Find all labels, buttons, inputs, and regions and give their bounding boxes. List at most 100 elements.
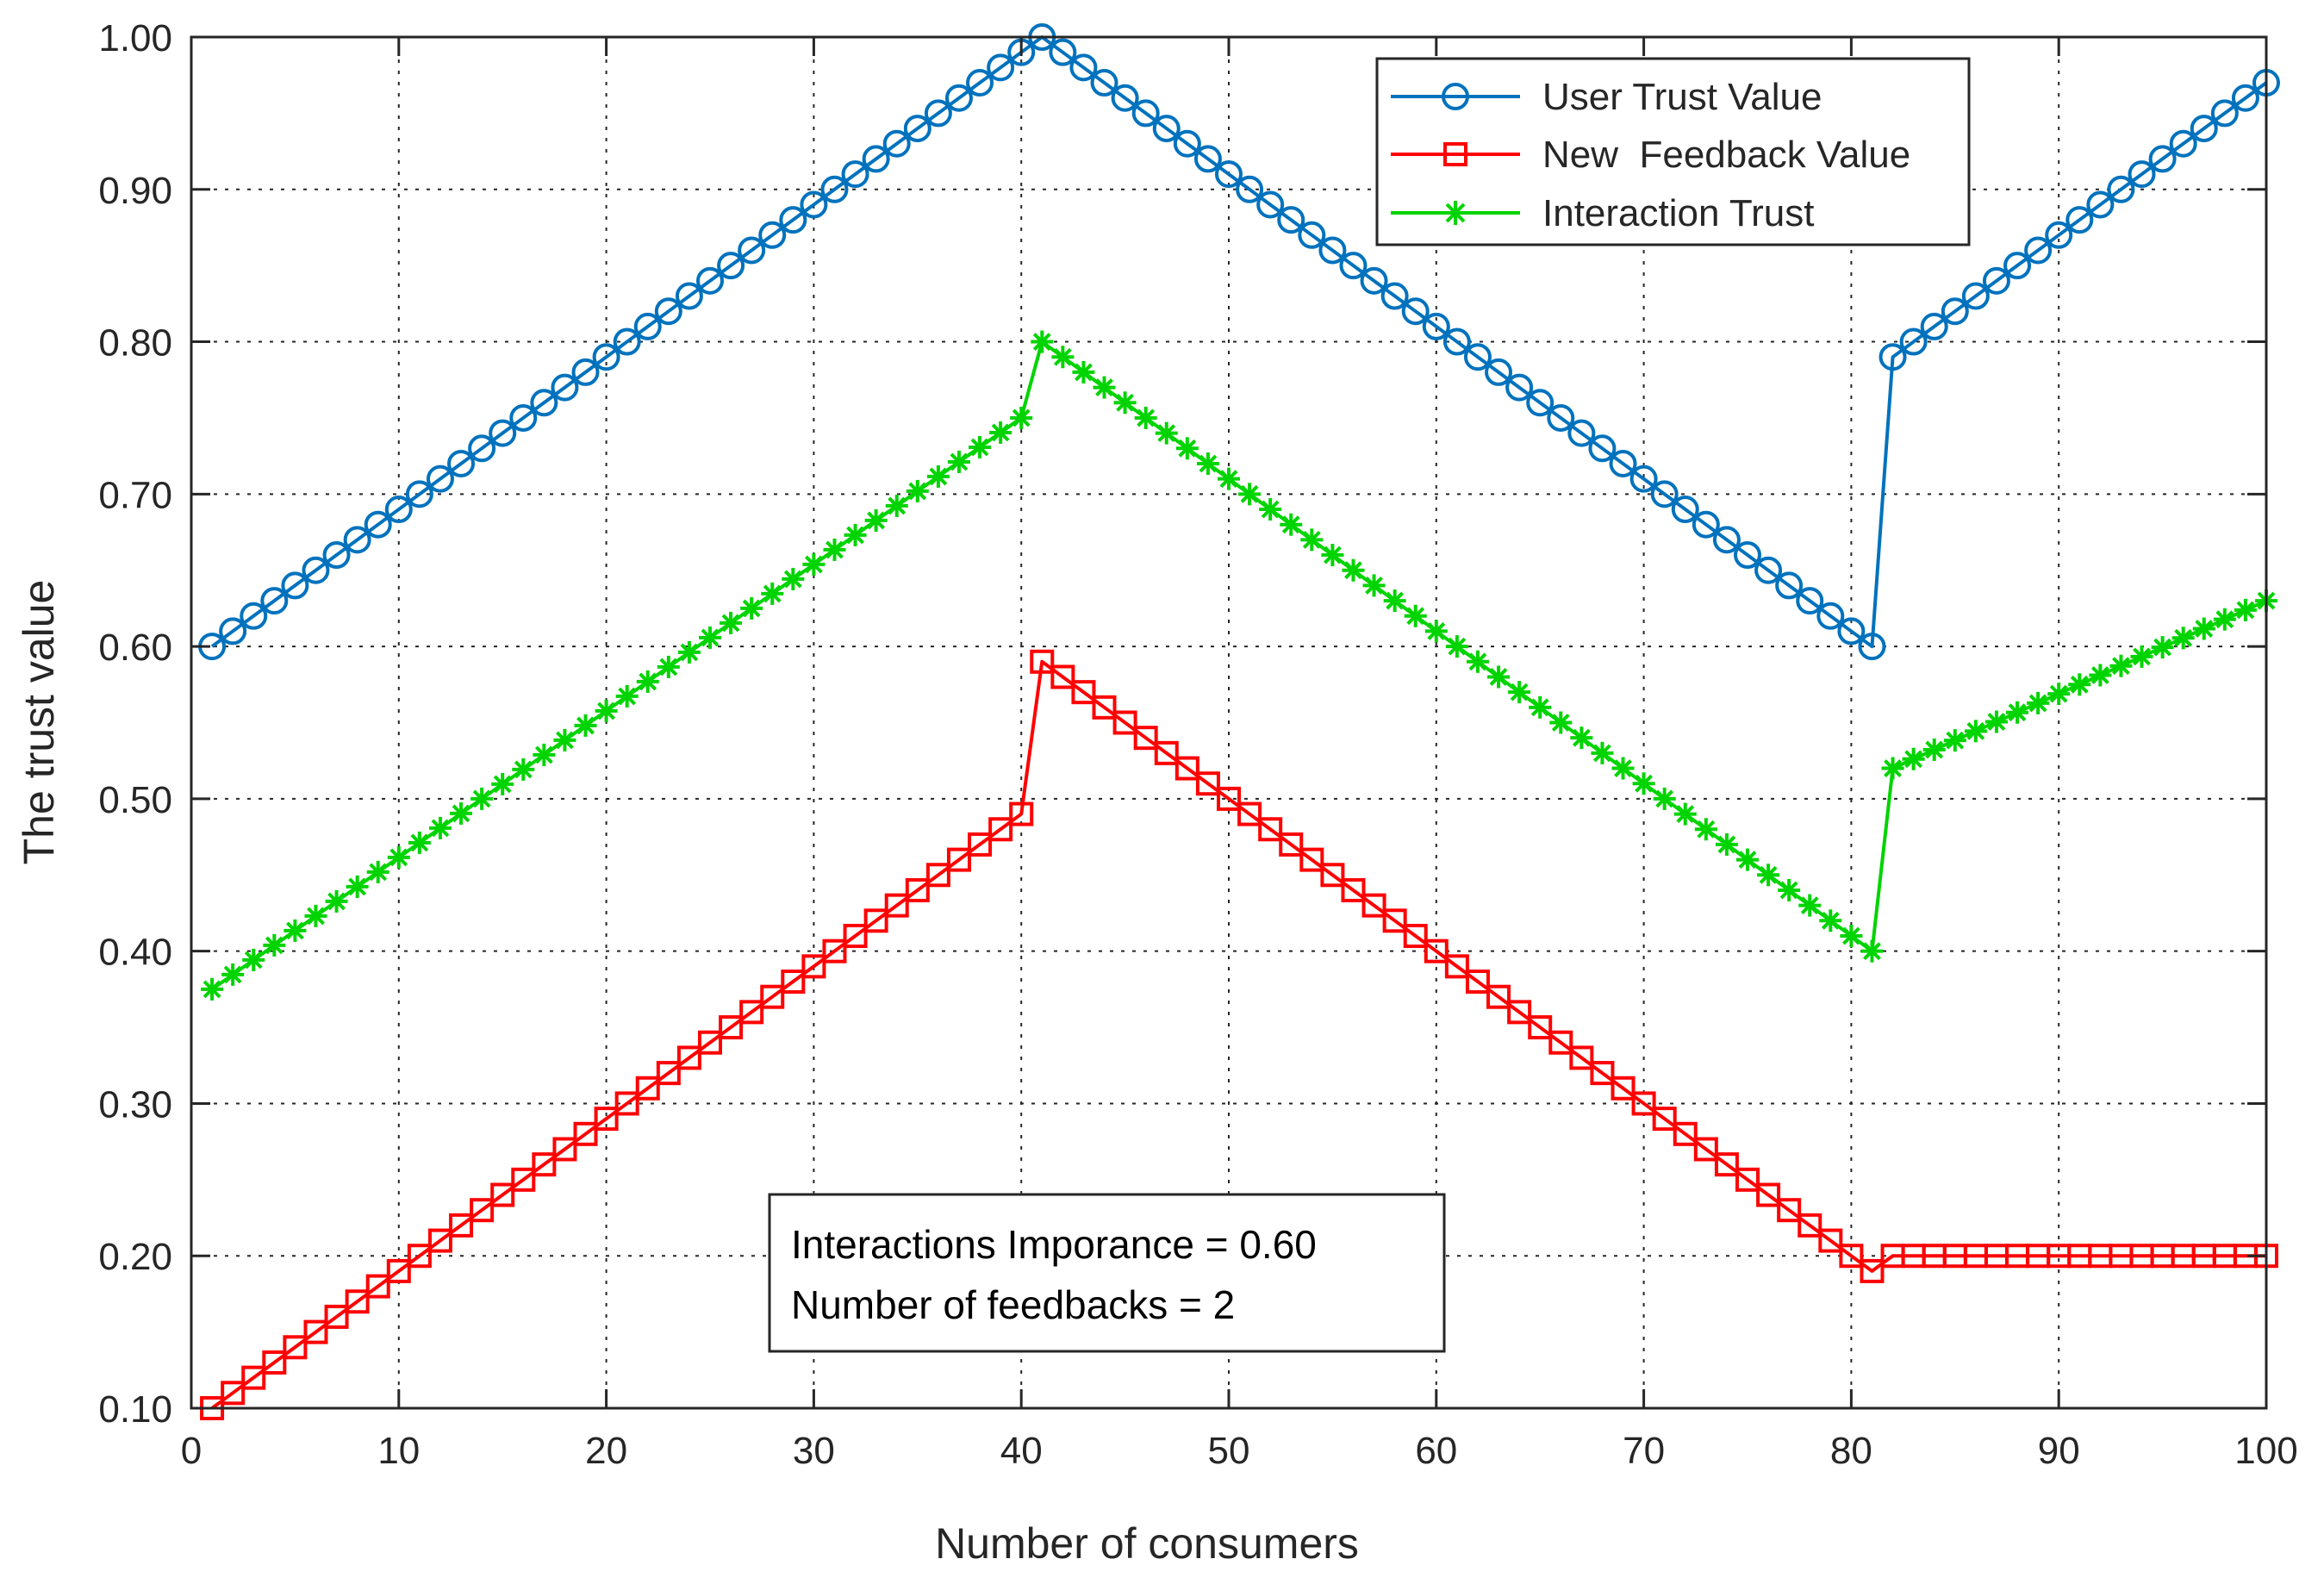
data-point xyxy=(864,508,888,532)
asterisk-stroke xyxy=(2070,675,2089,694)
data-point xyxy=(595,699,618,722)
data-point xyxy=(1714,1152,1739,1177)
data-point xyxy=(1173,129,1201,158)
data-point xyxy=(1757,864,1780,887)
data-point xyxy=(2192,617,2215,640)
asterisk-stroke xyxy=(1759,865,1778,884)
data-point xyxy=(1734,541,1761,570)
grid-lines xyxy=(191,37,2266,1408)
asterisk-stroke xyxy=(1925,740,1944,759)
data-point xyxy=(657,655,680,678)
asterisk-stroke xyxy=(514,760,533,779)
asterisk-stroke xyxy=(721,614,740,633)
data-point xyxy=(1839,1244,1864,1269)
data-point xyxy=(1508,681,1531,704)
data-point xyxy=(1051,346,1075,369)
data-point xyxy=(1382,908,1407,933)
y-tick-label: 0.30 xyxy=(98,1083,172,1126)
data-point xyxy=(1505,373,1534,402)
data-point xyxy=(822,939,847,963)
x-tick-label: 40 xyxy=(1000,1430,1043,1472)
data-point xyxy=(1380,282,1409,310)
asterisk-stroke xyxy=(1530,698,1549,717)
data-point xyxy=(675,282,703,310)
data-point xyxy=(263,933,286,957)
data-point xyxy=(491,772,514,795)
data-point xyxy=(1341,877,1366,902)
data-point xyxy=(739,1000,764,1025)
data-point xyxy=(2024,236,2053,265)
data-point xyxy=(2068,673,2091,696)
data-point xyxy=(219,617,247,645)
data-point xyxy=(1798,894,1822,917)
asterisk-stroke xyxy=(2112,657,2130,676)
data-point xyxy=(1279,832,1304,857)
data-point xyxy=(906,479,929,502)
asterisk-stroke xyxy=(202,980,221,999)
data-point xyxy=(1300,528,1324,552)
data-point xyxy=(677,640,701,664)
data-point xyxy=(1840,924,1863,947)
data-point xyxy=(654,297,682,326)
data-point xyxy=(594,1107,619,1132)
data-point xyxy=(283,1335,308,1360)
asterisk-stroke xyxy=(369,863,388,882)
legend-marker-new-feedback xyxy=(1443,142,1467,166)
data-point xyxy=(1590,1061,1615,1086)
data-point xyxy=(633,312,662,340)
data-point xyxy=(1775,571,1804,600)
data-point xyxy=(1982,266,2010,295)
data-point xyxy=(1320,863,1345,888)
asterisk-stroke xyxy=(1344,561,1362,580)
asterisk-stroke xyxy=(2174,628,2193,647)
y-tick-label: 0.20 xyxy=(98,1236,172,1278)
asterisk-stroke xyxy=(285,921,304,940)
asterisk-stroke xyxy=(804,555,823,574)
asterisk-stroke xyxy=(223,965,242,984)
data-point xyxy=(1485,358,1513,386)
data-point xyxy=(1401,297,1430,326)
asterisk-stroke xyxy=(431,819,450,838)
asterisk-stroke xyxy=(1468,652,1487,671)
data-point xyxy=(2045,221,2073,249)
asterisk-stroke xyxy=(1386,591,1405,610)
y-tick-label: 0.60 xyxy=(98,627,172,669)
x-tick-label: 100 xyxy=(2234,1430,2297,1472)
asterisk-stroke xyxy=(1261,500,1280,519)
data-point xyxy=(1361,893,1386,918)
data-point xyxy=(720,611,743,634)
data-point xyxy=(260,587,289,615)
axis-ticks: 0 10 20 30 40 50 60 70 80 90 100 0.10 0.20 0.30 0.40 0.… xyxy=(98,17,2297,1472)
data-point xyxy=(532,1152,557,1177)
series-layer xyxy=(198,23,2280,1420)
data-point xyxy=(1318,236,1347,265)
data-point xyxy=(613,327,641,356)
asterisk-stroke xyxy=(1884,759,1902,777)
y-tick-label: 0.90 xyxy=(98,170,172,212)
asterisk-stroke xyxy=(597,702,616,720)
data-point xyxy=(2003,252,2032,280)
data-point xyxy=(698,1030,722,1055)
asterisk-stroke xyxy=(2215,610,2234,629)
data-point xyxy=(573,1121,598,1146)
data-point xyxy=(1961,282,1990,310)
asterisk-stroke xyxy=(1365,576,1383,595)
data-point xyxy=(2065,206,2094,234)
data-point xyxy=(571,358,600,386)
asterisk-stroke xyxy=(2090,666,2109,684)
asterisk-stroke xyxy=(472,789,491,808)
data-point xyxy=(366,860,389,883)
asterisk-stroke xyxy=(1863,942,1881,961)
asterisk-stroke xyxy=(1593,744,1611,763)
asterisk-stroke xyxy=(950,452,969,471)
series-1 xyxy=(198,23,2280,661)
data-point xyxy=(1069,53,1098,82)
data-point xyxy=(1941,297,1969,326)
data-point xyxy=(1403,923,1428,948)
data-point xyxy=(1754,556,1783,584)
asterisk-stroke xyxy=(618,687,637,706)
data-point xyxy=(841,160,869,189)
asterisk-stroke xyxy=(867,511,886,530)
data-point xyxy=(968,832,993,857)
data-point xyxy=(699,626,721,649)
